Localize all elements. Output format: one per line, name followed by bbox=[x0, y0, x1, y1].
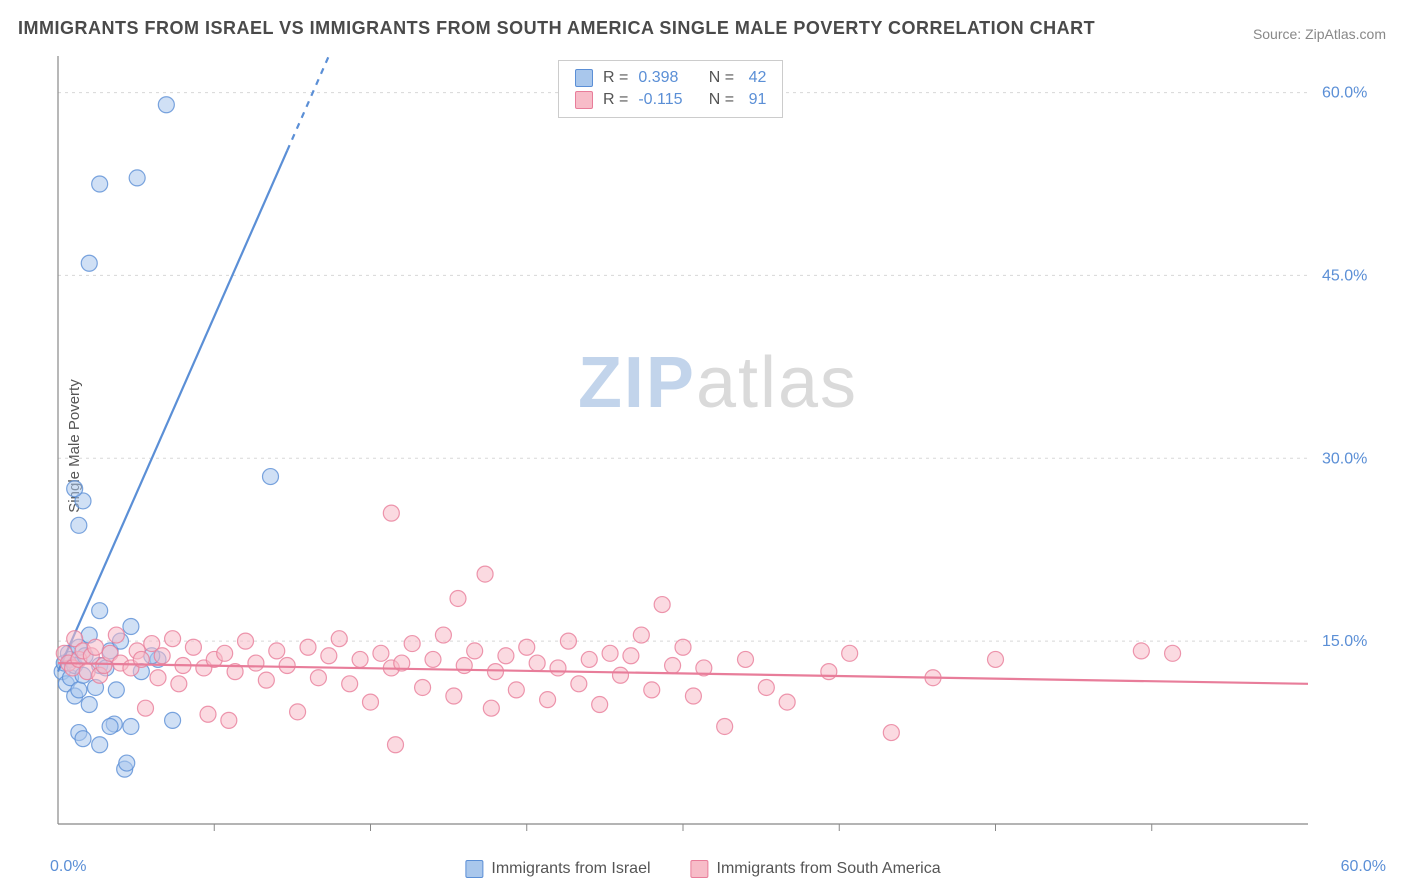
svg-text:60.0%: 60.0% bbox=[1322, 85, 1367, 102]
chart-title: IMMIGRANTS FROM ISRAEL VS IMMIGRANTS FRO… bbox=[18, 18, 1095, 39]
legend-swatch-israel bbox=[465, 860, 483, 878]
svg-text:30.0%: 30.0% bbox=[1322, 450, 1367, 467]
svg-text:15.0%: 15.0% bbox=[1322, 633, 1367, 650]
legend-label-south_america: Immigrants from South America bbox=[717, 860, 941, 878]
x-axis-max-label: 60.0% bbox=[1341, 858, 1386, 876]
stats-swatch-israel bbox=[575, 69, 593, 87]
chart-plot-area: 15.0%30.0%45.0%60.0% ZIPatlas R =0.398 N… bbox=[50, 50, 1386, 842]
legend-label-israel: Immigrants from Israel bbox=[491, 860, 650, 878]
legend-item-south_america: Immigrants from South America bbox=[691, 860, 941, 878]
stats-n-label: N = bbox=[704, 91, 734, 109]
stats-r-label: R = bbox=[603, 91, 628, 109]
correlation-stats-box: R = 0.398 N = 42 R = -0.115 N = 91 bbox=[558, 60, 783, 118]
legend-swatch-south_america bbox=[691, 860, 709, 878]
stats-swatch-south_america bbox=[575, 91, 593, 109]
stats-n-label: N = bbox=[704, 69, 734, 87]
legend-item-israel: Immigrants from Israel bbox=[465, 860, 650, 878]
stats-n-value-south_america: 91 bbox=[744, 91, 766, 109]
svg-text:45.0%: 45.0% bbox=[1322, 267, 1367, 284]
stats-r-label: R = bbox=[603, 69, 628, 87]
stats-row-israel: R = 0.398 N = 42 bbox=[575, 67, 766, 89]
stats-r-value-south_america: -0.115 bbox=[638, 91, 694, 109]
stats-r-value-israel: 0.398 bbox=[638, 69, 694, 87]
stats-n-value-israel: 42 bbox=[744, 69, 766, 87]
scatter-plot-svg: 15.0% 30.0% 45.0% 60.0% bbox=[50, 50, 1386, 842]
bottom-legend: Immigrants from Israel Immigrants from So… bbox=[465, 860, 940, 878]
source-attribution: Source: ZipAtlas.com bbox=[1253, 26, 1386, 42]
stats-row-south_america: R = -0.115 N = 91 bbox=[575, 89, 766, 111]
x-axis-min-label: 0.0% bbox=[50, 858, 86, 876]
